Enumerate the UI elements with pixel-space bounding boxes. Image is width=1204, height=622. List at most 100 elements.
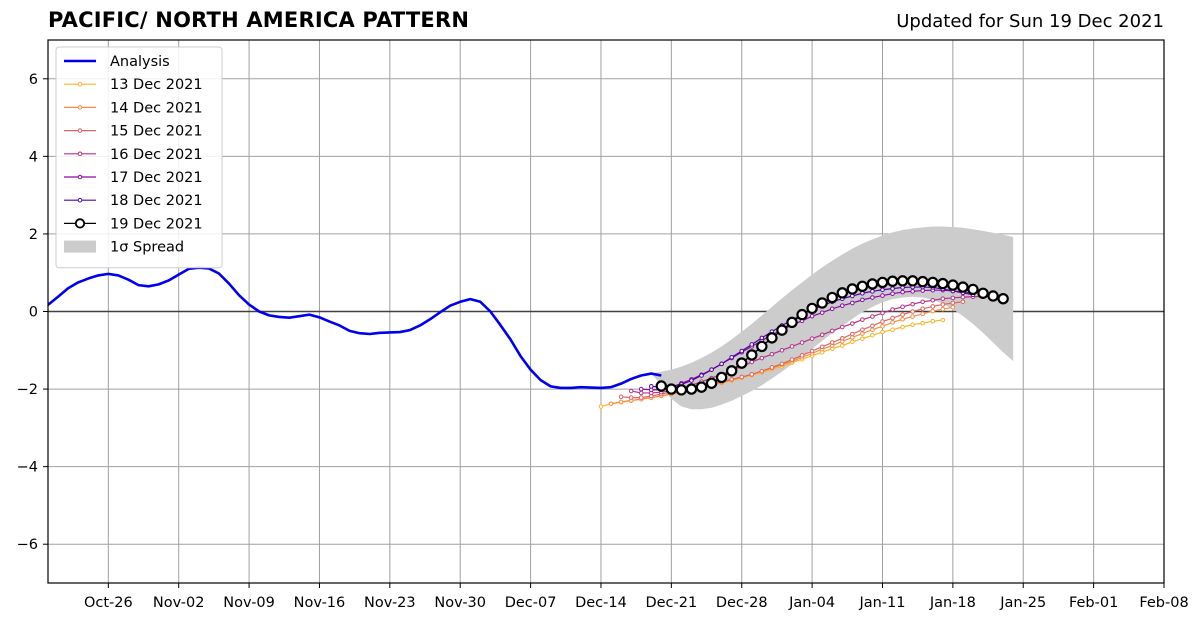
forecast-point: [987, 290, 999, 302]
forecast-point: [900, 312, 905, 317]
x-tick-label: Jan-25: [999, 595, 1046, 611]
forecast-point: [930, 304, 936, 309]
forecast-point: [628, 395, 634, 400]
forecast-point: [880, 310, 885, 316]
forecast-point: [839, 335, 845, 341]
forecast-point: [796, 308, 808, 321]
legend-label: 16 Dec 2021: [110, 147, 203, 163]
forecast-point: [890, 320, 895, 325]
forecast-point: [940, 302, 946, 307]
analysis-line: [48, 266, 662, 390]
forecast-point: [729, 354, 734, 360]
forecast-point: [890, 291, 895, 296]
legend-label: 17 Dec 2021: [110, 170, 203, 186]
forecast-point: [947, 279, 959, 291]
forecast-point: [960, 294, 966, 300]
forecast-point: [890, 307, 895, 312]
forecast-point: [618, 399, 624, 405]
forecast-point: [930, 318, 936, 324]
forecast-point: [736, 357, 748, 369]
x-tick-label: Feb-08: [1139, 595, 1188, 611]
forecast-point: [860, 327, 865, 333]
forecast-point: [739, 374, 745, 380]
forecast-point: [917, 275, 929, 288]
forecast-point: [829, 328, 835, 334]
forecast-point: [759, 355, 765, 361]
forecast-point: [746, 349, 758, 361]
plot-area: [48, 226, 1014, 410]
forecast-point: [665, 383, 678, 395]
forecast-point: [819, 332, 825, 338]
forecast-series: [655, 275, 1009, 396]
x-tick-label: Dec-21: [645, 595, 697, 611]
forecast-point: [920, 306, 926, 312]
x-tick-label: Nov-23: [364, 595, 416, 611]
x-tick-label: Dec-14: [575, 595, 627, 611]
forecast-point: [715, 371, 728, 384]
forecast-point: [786, 316, 798, 329]
forecast-point: [900, 289, 905, 295]
forecast-point: [675, 384, 688, 396]
forecast-point: [860, 331, 865, 336]
forecast-point: [749, 359, 755, 365]
forecast-point: [930, 308, 936, 314]
forecast-point: [816, 297, 828, 309]
forecast-point: [699, 373, 704, 378]
forecast-point: [769, 365, 775, 370]
forecast-point: [967, 283, 979, 296]
forecast-point: [910, 289, 915, 294]
forecast-point: [789, 357, 795, 362]
y-tick-label: 6: [29, 72, 38, 88]
x-tick-label: Dec-07: [505, 595, 557, 611]
forecast-point: [809, 336, 815, 341]
axes: Oct-26 Nov-02 Nov-09 Nov-16 Nov-23 Nov-30 Dec-…: [17, 39, 1189, 611]
legend-label: 18 Dec 2021: [110, 193, 203, 209]
forecast-point: [896, 275, 909, 287]
forecast-point: [890, 327, 895, 333]
forecast-point: [906, 275, 919, 287]
forecast-point: [927, 276, 939, 289]
chart-subtitle: Updated for Sun 19 Dec 2021: [896, 11, 1164, 32]
legend-label: 14 Dec 2021: [110, 100, 203, 116]
forecast-point: [860, 317, 865, 322]
forecast-point: [628, 388, 634, 394]
legend: Analysis 13 Dec 2021 14 Dec 2021 15 Dec 202…: [55, 46, 223, 269]
forecast-point: [850, 293, 855, 299]
x-tick-label: Nov-16: [294, 595, 346, 611]
forecast-point: [876, 276, 889, 289]
forecast-point: [826, 291, 838, 304]
forecast-point: [910, 309, 915, 314]
forecast-point: [819, 344, 825, 350]
forecast-point: [749, 372, 755, 377]
forecast-point: [756, 340, 768, 353]
forecast-point: [655, 380, 667, 392]
x-tick-label: Nov-09: [223, 595, 275, 611]
forecast-point: [618, 394, 624, 400]
forecast-point: [806, 302, 818, 315]
forecast-point: [880, 329, 885, 335]
forecast-point: [960, 299, 966, 305]
forecast-point: [850, 339, 855, 345]
forecast-point: [739, 348, 745, 354]
x-tick-label: Nov-02: [153, 595, 205, 611]
x-tick-label: Jan-11: [858, 595, 905, 611]
forecast-point: [870, 289, 875, 294]
legend-marker: [77, 105, 83, 110]
forecast-point: [930, 297, 936, 303]
forecast-point: [940, 306, 946, 312]
legend-marker: [77, 197, 83, 203]
forecast-point: [725, 365, 738, 377]
forecast-point: [638, 390, 644, 396]
forecast-point: [997, 293, 1009, 305]
forecast-point: [685, 383, 698, 395]
forecast-point: [839, 343, 845, 348]
y-tick-label: −6: [17, 537, 38, 553]
legend-marker: [77, 174, 83, 180]
forecast-point: [789, 344, 795, 349]
forecast-point: [886, 275, 899, 287]
forecast-point: [608, 401, 614, 407]
forecast-point: [860, 290, 865, 296]
forecast-point: [799, 340, 805, 345]
forecast-point: [779, 361, 785, 367]
forecast-point: [839, 324, 845, 330]
